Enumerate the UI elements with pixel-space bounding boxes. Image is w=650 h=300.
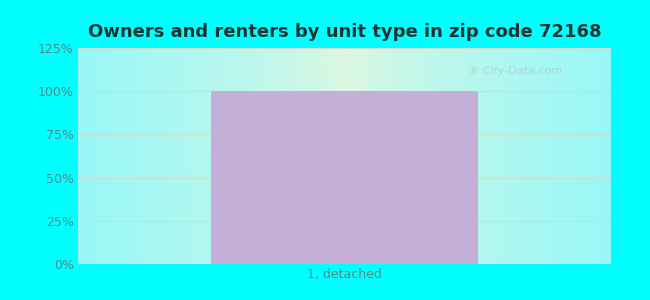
Bar: [211, 91, 478, 264]
Title: Owners and renters by unit type in zip code 72168: Owners and renters by unit type in zip c…: [88, 23, 601, 41]
Text: ® City-Data.com: ® City-Data.com: [468, 66, 562, 76]
